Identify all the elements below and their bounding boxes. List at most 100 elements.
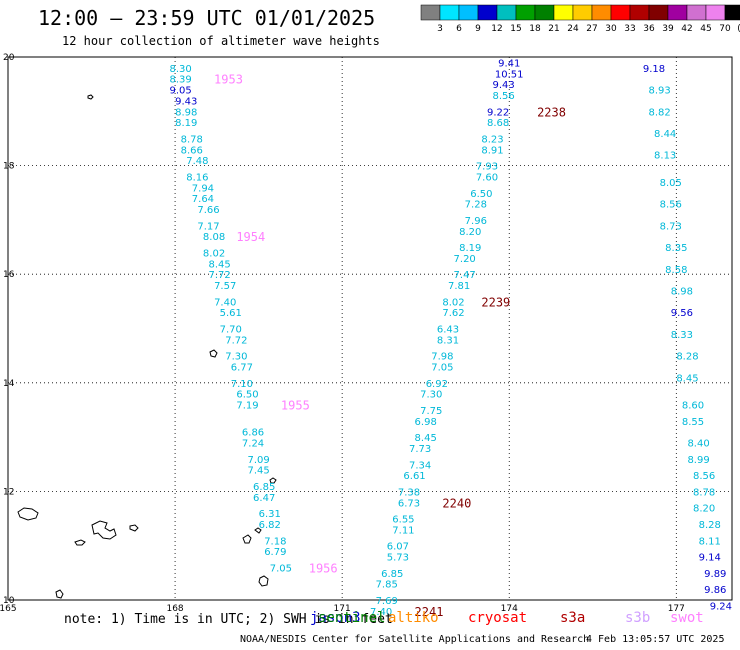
x-tick-label: 171: [334, 604, 351, 614]
colorbar-swatch: [572, 4, 593, 21]
wave-height-point: 8.05: [660, 178, 682, 189]
island-outline: [55, 589, 64, 599]
satellite-legend-swot: swot: [670, 610, 704, 626]
wave-height-point: 6.79: [264, 547, 286, 558]
colorbar-swatch: [496, 4, 517, 21]
wave-height-point: 7.10: [231, 379, 253, 390]
wave-height-point: 7.40: [370, 607, 392, 618]
satellite-legend-jason3: jason3: [310, 610, 361, 626]
wave-height-point: 9.86: [704, 585, 726, 596]
satellite-tracks: 8.308.399.059.438.988.198.788.667.488.16…: [170, 58, 732, 618]
wave-height-point: 9.41: [498, 58, 520, 69]
wave-height-point: 8.20: [693, 504, 715, 515]
wave-height-point: 6.77: [231, 363, 253, 374]
island-outline: [87, 94, 94, 100]
wave-height-point: 9.14: [699, 553, 721, 564]
wave-height-point: 8.66: [181, 145, 203, 156]
wave-height-point: 8.56: [660, 200, 682, 211]
island-outline: [129, 524, 139, 532]
wave-height-point: 7.48: [186, 156, 208, 167]
wave-height-point: 7.93: [476, 162, 498, 173]
colorbar-swatch: [686, 4, 707, 21]
pass-time-label: 2241: [415, 605, 444, 619]
wave-height-point: 7.30: [420, 390, 442, 401]
wave-height-point: 8.98: [671, 286, 693, 297]
wave-height-point: 8.39: [170, 75, 192, 86]
wave-height-point: 8.93: [648, 86, 670, 97]
wave-height-point: 8.58: [665, 265, 687, 276]
colorbar-swatch: [515, 4, 536, 21]
colorbar-swatch: [553, 4, 574, 21]
wave-height-point: 7.18: [264, 536, 286, 547]
wave-height-point: 6.43: [437, 325, 459, 336]
wave-height-point: 8.45: [676, 373, 698, 384]
wave-height-point: 6.47: [253, 493, 275, 504]
wave-height-point: 7.38: [398, 487, 420, 498]
x-tick-label: 168: [166, 604, 183, 614]
wave-height-point: 8.35: [665, 243, 687, 254]
wave-height-point: 9.18: [643, 64, 665, 75]
wave-height-point: 8.60: [682, 401, 704, 412]
wave-height-point: 7.94: [192, 183, 214, 194]
wave-height-point: 8.56: [693, 471, 715, 482]
island-outline: [258, 575, 269, 587]
colorbar-swatch: [629, 4, 650, 21]
colorbar-swatch: [591, 4, 612, 21]
wave-height-point: 8.45: [208, 259, 230, 270]
wave-height-point: 7.72: [208, 270, 230, 281]
colorbar-swatch: [705, 4, 726, 21]
wave-height-point: 6.82: [259, 520, 281, 531]
island-outline: [209, 349, 218, 358]
colorbar-swatch: [439, 4, 460, 21]
wave-height-point: 6.85: [253, 482, 275, 493]
wave-height-point: 7.47: [454, 270, 476, 281]
pass-time-label: 2240: [442, 496, 471, 510]
colorbar-label: 3: [437, 24, 443, 34]
wave-height-point: 6.07: [387, 542, 409, 553]
wave-height-point: 8.55: [682, 417, 704, 428]
wave-height-point: 7.98: [431, 352, 453, 363]
track-2: 9.4110.519.438.569.228.688.238.917.937.6…: [370, 58, 566, 618]
y-tick-label: 18: [3, 162, 15, 172]
wave-height-point: 9.24: [710, 601, 732, 612]
colorbar-label: 33: [624, 24, 635, 34]
wave-height-point: 7.60: [476, 172, 498, 183]
island-outline: [74, 539, 86, 546]
wave-height-point: 8.16: [186, 172, 208, 183]
wave-height-point: 6.31: [259, 509, 281, 520]
wave-height-point: 7.20: [454, 254, 476, 265]
pass-time-label: 1956: [309, 561, 338, 575]
colorbar-swatch: [420, 4, 441, 21]
wave-height-point: 8.19: [459, 243, 481, 254]
wave-height-point: 8.56: [493, 91, 515, 102]
colorbar-label: 6: [456, 24, 462, 34]
wave-height-point: 10.51: [495, 69, 524, 80]
wave-height-point: 7.40: [214, 297, 236, 308]
plot-frame: [7, 56, 733, 601]
wave-height-point: 7.11: [392, 525, 414, 536]
wave-height-point: 6.73: [398, 498, 420, 509]
colorbar-label: 24: [567, 24, 579, 34]
y-tick-label: 12: [3, 487, 14, 497]
wave-height-point: 7.96: [465, 216, 487, 227]
footer-note: note: 1) Time is in UTC; 2) SWH is in fe…: [64, 612, 393, 627]
wave-height-point: 7.57: [214, 281, 236, 292]
wave-height-point: 6.61: [403, 471, 425, 482]
wave-height-point: 8.82: [648, 107, 670, 118]
wave-height-point: 7.45: [247, 466, 269, 477]
wave-height-point: 8.73: [660, 221, 682, 232]
colorbar-label: 39: [662, 24, 674, 34]
colorbar-label: 27: [586, 24, 597, 34]
wave-height-point: 6.50: [470, 189, 492, 200]
satellite-legend-altiko: altiko: [388, 610, 439, 626]
wave-height-point: 7.72: [225, 335, 247, 346]
satellite-legend-cryosat: cryosat: [468, 610, 528, 626]
wave-height-point: 7.73: [409, 444, 431, 455]
wave-height-point: 7.75: [420, 406, 442, 417]
wave-height-point: 8.98: [175, 107, 197, 118]
pass-time-label: 1953: [214, 73, 243, 87]
island-outline: [17, 507, 39, 521]
satellite-legend-sentinel: sentinel: [318, 610, 386, 626]
